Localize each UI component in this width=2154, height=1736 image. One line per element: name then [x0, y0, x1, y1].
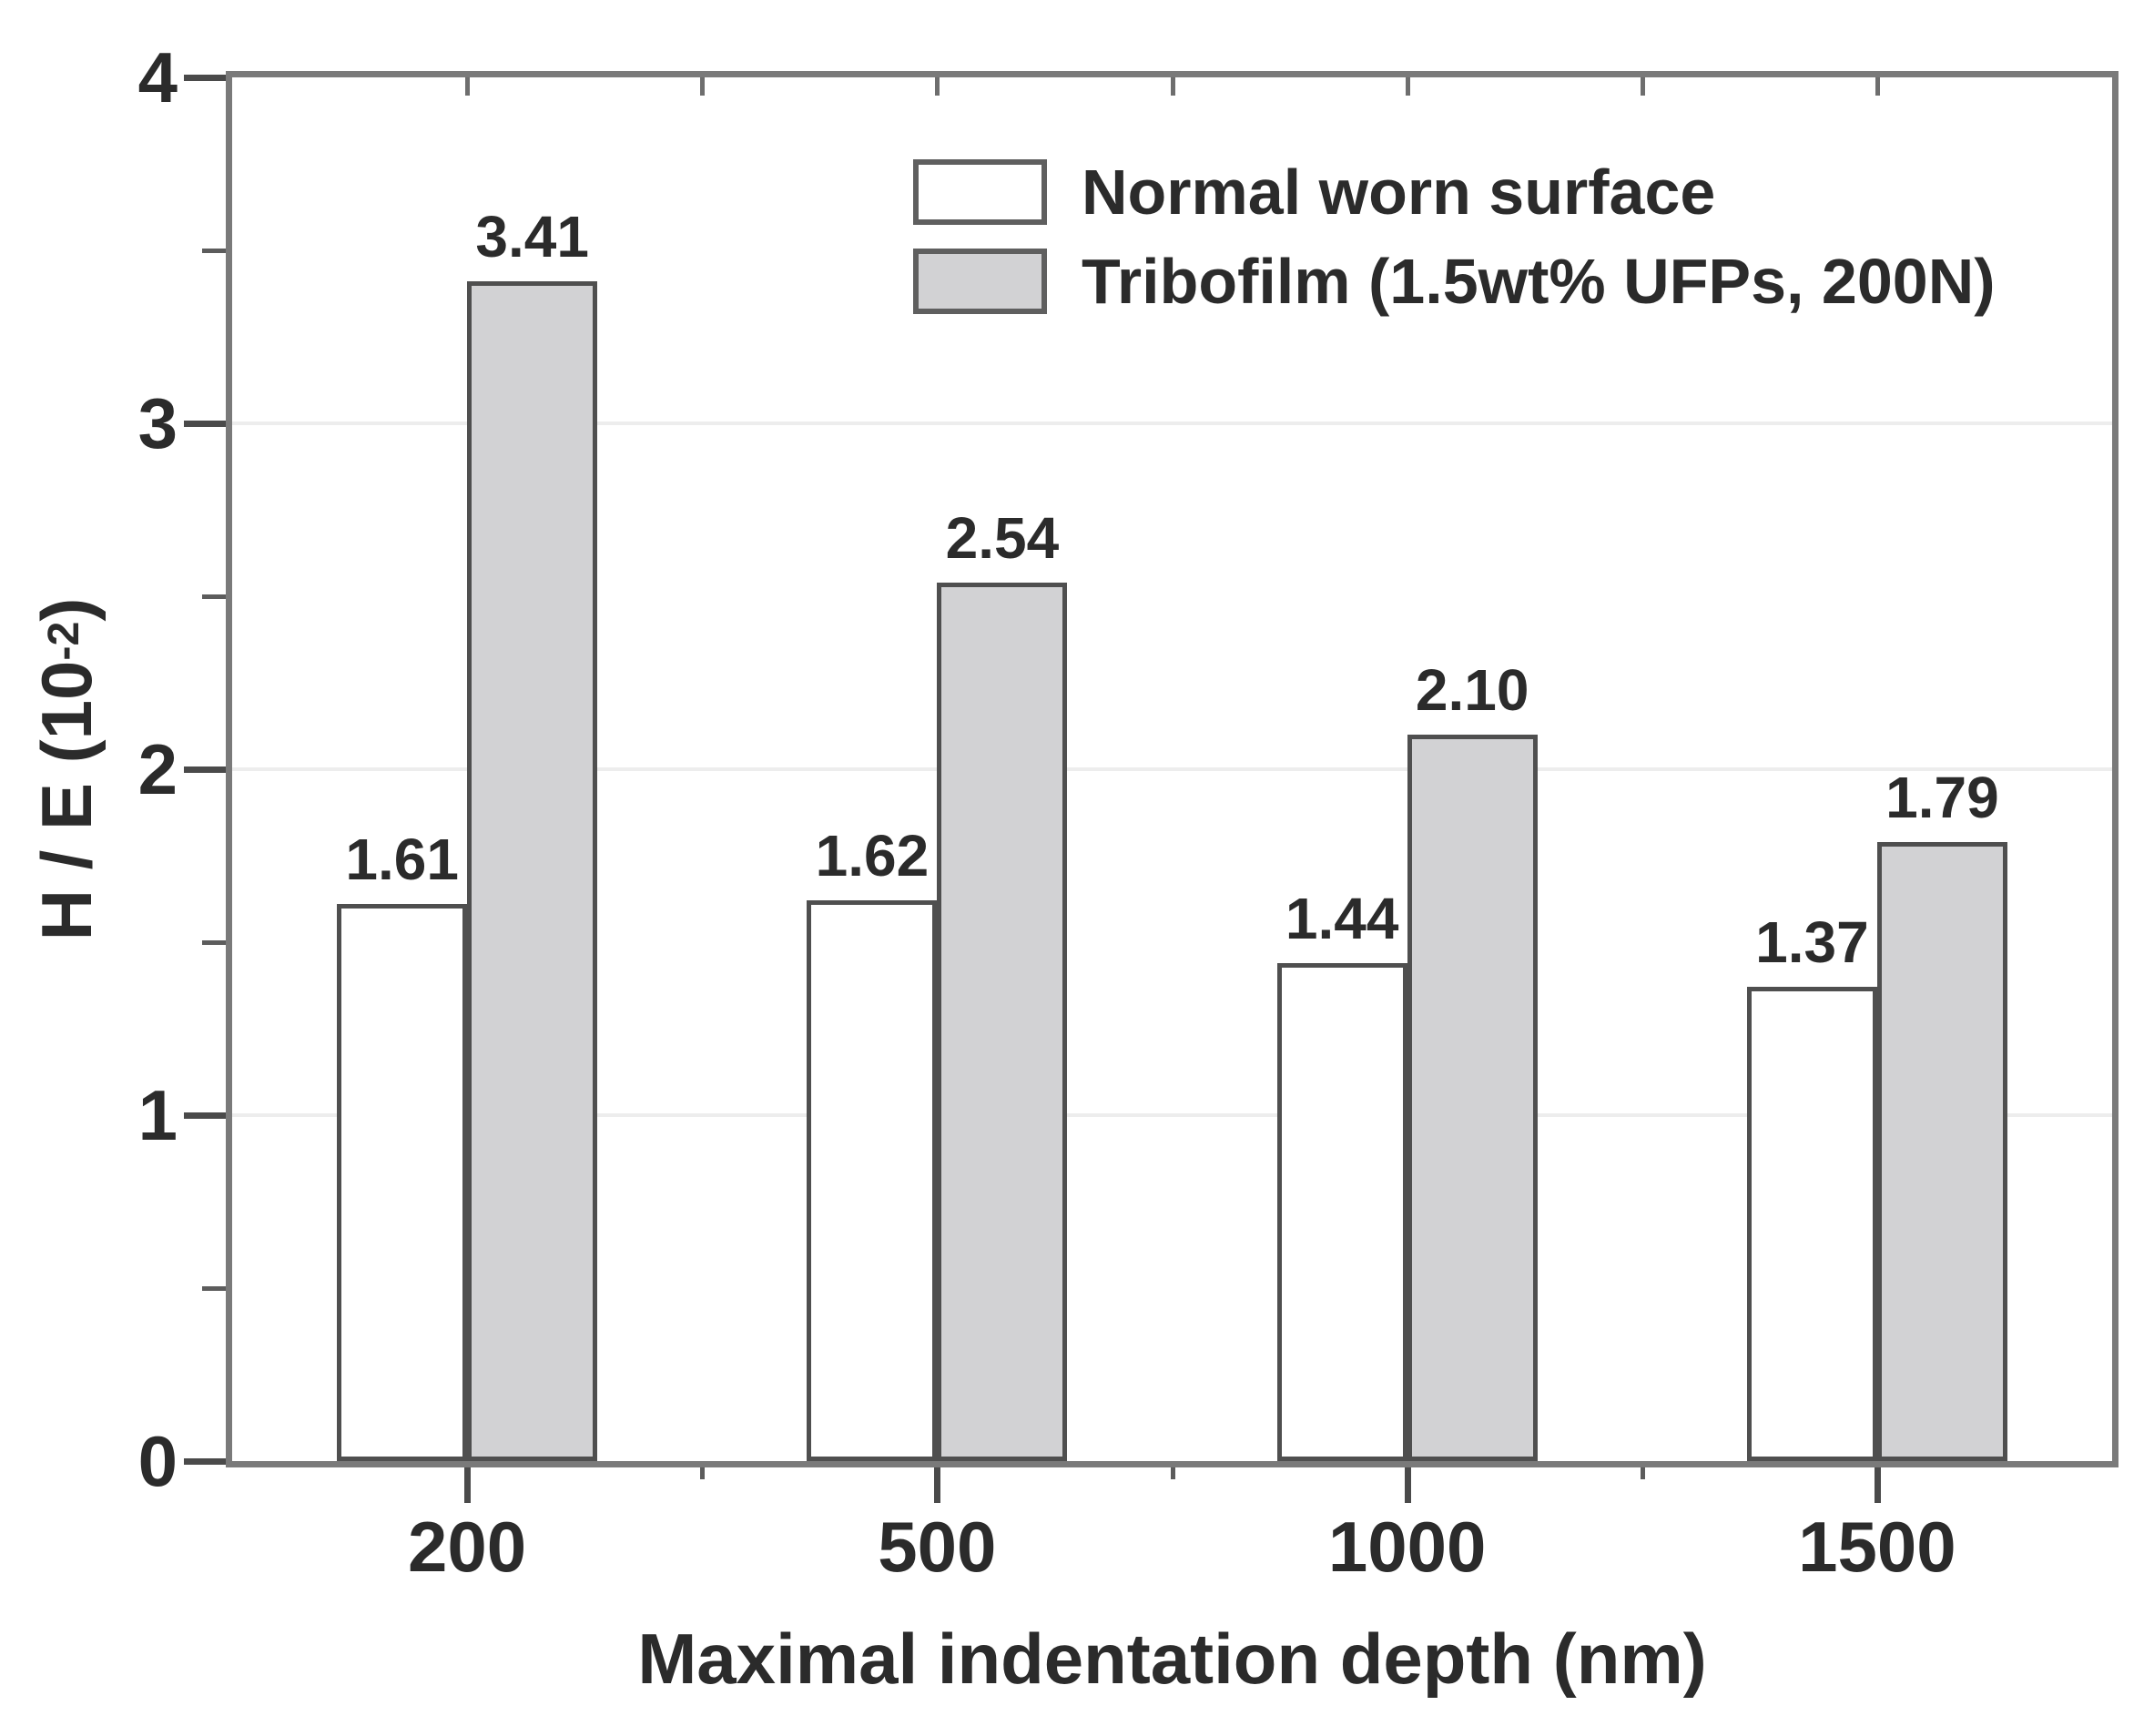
bar-normal-worn-surface-200: [337, 904, 468, 1461]
y-axis-tick-2: [184, 766, 226, 773]
top-axis-tick: [1875, 77, 1880, 96]
top-axis-tick: [1405, 77, 1410, 96]
bar-value-label: 1.61: [345, 827, 459, 893]
gridline-y2: [232, 767, 2112, 771]
x-axis-tick-label-500: 500: [878, 1507, 997, 1587]
y-axis-minor-tick-1.5: [202, 940, 226, 945]
y-axis-tick-label-1: 1: [137, 1075, 178, 1155]
x-axis-tick-label-1500: 1500: [1798, 1507, 1956, 1587]
top-axis-tick: [1640, 77, 1645, 96]
x-axis-minor-tick: [1170, 1461, 1175, 1479]
y-axis-title-superscript: -2: [39, 621, 88, 661]
plot-area: H / E (10-2) Maximal indentation depth (…: [26, 37, 2118, 1699]
y-axis-tick-3: [184, 421, 226, 427]
top-axis-tick: [1170, 77, 1175, 96]
y-axis-tick-4: [184, 75, 226, 81]
y-axis-minor-tick-2.5: [202, 594, 226, 599]
x-axis-tick-500: [934, 1461, 941, 1503]
top-axis-tick: [935, 77, 940, 96]
bar-value-label: 2.10: [1415, 657, 1529, 723]
y-axis-minor-tick-0.5: [202, 1286, 226, 1291]
x-axis-tick-label-1000: 1000: [1327, 1507, 1487, 1587]
y-axis-minor-tick-3.5: [202, 249, 226, 253]
x-axis-tick-label-200: 200: [408, 1507, 527, 1587]
top-axis-tick: [700, 77, 706, 96]
bar-tribofilm-1000: [1407, 735, 1538, 1461]
bar-tribofilm-1500: [1876, 841, 2007, 1461]
y-axis-tick-label-2: 2: [137, 729, 178, 809]
bar-value-label: 1.79: [1885, 764, 1999, 830]
bar-value-label: 3.41: [475, 204, 589, 270]
y-axis-title-suffix: ): [26, 597, 107, 622]
bar-value-label: 1.37: [1755, 909, 1869, 976]
legend-swatch-gray: [913, 249, 1047, 314]
y-axis-tick-label-0: 0: [137, 1421, 178, 1501]
x-axis-minor-tick: [1640, 1461, 1645, 1479]
gridline-y3: [232, 421, 2112, 425]
bar-normal-worn-surface-1000: [1276, 962, 1407, 1461]
bar-value-label: 1.44: [1285, 885, 1399, 951]
legend-row-normal-worn-surface: Normal worn surface: [913, 154, 1715, 230]
bar-tribofilm-500: [937, 582, 1068, 1461]
x-axis-minor-tick: [700, 1461, 706, 1479]
top-axis-tick: [465, 77, 471, 96]
y-axis-tick-label-3: 3: [137, 383, 178, 463]
x-axis-tick-1500: [1874, 1461, 1881, 1503]
x-axis-tick-1000: [1404, 1461, 1411, 1503]
y-axis-tick-1: [184, 1112, 226, 1119]
gridline-y1: [232, 1113, 2112, 1117]
bar-normal-worn-surface-500: [807, 900, 938, 1461]
x-axis-tick-200: [464, 1461, 472, 1503]
y-axis-tick-0: [184, 1458, 226, 1465]
bar-value-label: 2.54: [945, 504, 1060, 571]
bar-normal-worn-surface-1500: [1746, 987, 1877, 1461]
x-axis-title: Maximal indentation depth (nm): [637, 1619, 1707, 1699]
legend-swatch-white: [913, 159, 1047, 225]
y-axis-tick-label-4: 4: [137, 37, 178, 117]
legend-label: Normal worn surface: [1082, 157, 1716, 228]
bar-tribofilm-200: [467, 281, 598, 1461]
bar-value-label: 1.62: [815, 823, 930, 889]
legend-row-tribofilm: Tribofilm (1.5wt% UFPs, 200N): [913, 243, 1996, 320]
legend-label: Tribofilm (1.5wt% UFPs, 200N): [1082, 246, 1996, 317]
